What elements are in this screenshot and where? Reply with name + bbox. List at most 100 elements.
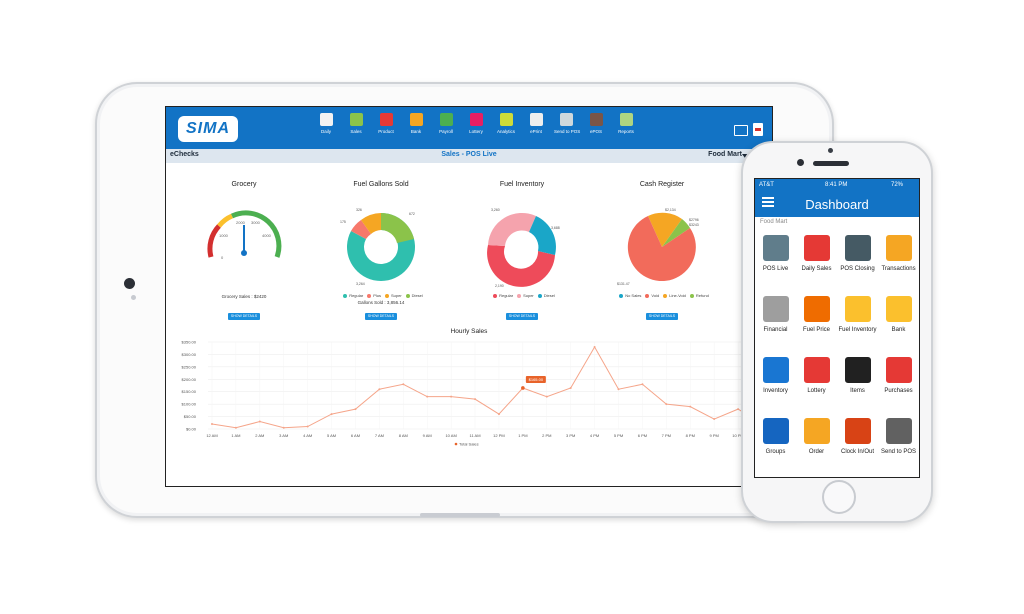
data-point[interactable] [569,386,572,389]
pie-slice-void[interactable] [627,216,696,282]
gauge-tick: 4000 [262,233,272,238]
nav-label: Product [378,129,394,134]
tile-pos-live[interactable]: POS Live [755,229,796,284]
data-point[interactable] [689,405,692,408]
tile-transactions[interactable]: Transactions [878,229,919,284]
legend-label[interactable]: Super [523,293,534,298]
show-details-button[interactable]: SHOW DETAILS [646,313,678,320]
status-bar: AT&T 8:41 PM 72% [755,179,919,191]
data-point[interactable] [737,408,740,411]
card-title: Grocery [231,181,257,188]
data-point[interactable] [306,425,309,428]
legend-label[interactable]: Line-Void [669,293,686,298]
show-details-button[interactable]: SHOW DETAILS [365,313,397,320]
legend-label[interactable]: Void [651,293,660,298]
data-point[interactable] [450,395,453,398]
legend-label[interactable]: Total Sales [459,442,479,447]
tile-inventory[interactable]: Inventory [755,351,796,406]
donut-slice-diesel[interactable] [529,216,556,255]
nav-item-analytics[interactable]: Analytics [494,113,518,134]
tile-label: Items [850,388,865,394]
tile-label: POS Closing [840,266,875,272]
tile-lottery[interactable]: Lottery [796,351,837,406]
donut-slice-plus[interactable] [351,220,371,239]
tile-label: Clock In/Out [840,449,874,455]
data-point[interactable] [593,345,596,348]
nav-item-reports[interactable]: Reports [614,113,638,134]
data-point[interactable] [354,408,357,411]
legend-label[interactable]: No Sales [625,293,642,298]
tile-label: Purchases [884,388,913,394]
home-button[interactable] [822,480,856,514]
tablet-camera [124,278,135,289]
pie-slice-line-void[interactable] [648,212,682,247]
mail-icon[interactable] [734,125,748,136]
data-point[interactable] [282,426,285,429]
data-point[interactable] [617,388,620,391]
donut-slice-super[interactable] [488,212,536,246]
pie-slice-refund[interactable] [662,219,690,247]
tile-label: Financial [763,327,788,333]
legend-swatch [454,442,458,446]
tile-order[interactable]: Order [796,412,837,467]
donut-label: 3,260 [491,208,500,212]
tile-financial[interactable]: Financial [755,290,796,345]
legend-label[interactable]: Regular [499,293,514,298]
data-point[interactable] [713,418,716,421]
nav-item-bank[interactable]: Bank [404,113,428,134]
donut-slice-super[interactable] [361,213,381,234]
tile-groups[interactable]: Groups [755,412,796,467]
legend-label[interactable]: Plus [373,293,381,298]
tile-daily-sales[interactable]: Daily Sales [796,229,837,284]
data-point[interactable] [234,426,237,429]
donut-slice-regular[interactable] [487,245,555,287]
nav-item-eprint[interactable]: ePrint [524,113,548,134]
data-point[interactable] [426,395,429,398]
data-point[interactable] [211,423,213,426]
gauge-tick: 0 [221,255,224,260]
hourly-sales-chart: $0.00 $50.00 $100.00 $150.00 $200.00 $250.00 $… [182,340,768,447]
pie-label: $131.47 [617,282,630,286]
tile-bank[interactable]: Bank [878,290,919,345]
echecks-link[interactable]: eChecks [170,151,199,158]
nav-item-sales[interactable]: Sales [344,113,368,134]
legend-label[interactable]: Diesel [543,293,555,298]
legend-label[interactable]: Diesel [411,293,423,298]
data-point[interactable] [497,413,500,416]
x-tick-label: 12 AM [206,433,217,438]
data-point[interactable] [521,386,525,390]
nav-item-send-to-pos[interactable]: Send to POS [554,113,580,134]
tile-fuel-price[interactable]: Fuel Price [796,290,837,345]
legend-label[interactable]: Super [390,293,402,298]
tile-send-to-pos[interactable]: Send to POS [878,412,919,467]
menu-icon[interactable] [762,201,774,203]
data-point[interactable] [378,388,381,391]
data-point[interactable] [641,383,644,386]
phone-header: Dashboard [755,191,919,217]
store-selector[interactable]: Food Mart [708,151,742,158]
show-details-button[interactable]: SHOW DETAILS [506,313,538,320]
legend-label[interactable]: Regular [349,293,364,298]
legend-label[interactable]: Refund [695,293,709,298]
sima-logo[interactable]: SIMA [178,116,238,142]
tile-clock-in-out[interactable]: Clock In/Out [837,412,878,467]
show-details-button[interactable]: SHOW DETAILS [228,313,260,320]
data-point[interactable] [545,395,548,398]
nav-item-product[interactable]: Product [374,113,398,134]
data-point[interactable] [665,403,668,406]
data-point[interactable] [402,383,405,386]
tile-pos-closing[interactable]: POS Closing [837,229,878,284]
data-point[interactable] [474,398,477,401]
nav-item-epos[interactable]: ePOS [584,113,608,134]
tile-purchases[interactable]: Purchases [878,351,919,406]
data-point[interactable] [330,413,333,416]
nav-item-daily[interactable]: Daily [314,113,338,134]
nav-label: ePrint [530,129,542,134]
donut-slice-diesel[interactable] [381,213,414,243]
nav-item-lottery[interactable]: Lottery [464,113,488,134]
data-point[interactable] [258,420,261,423]
tile-items[interactable]: Items [837,351,878,406]
tile-fuel-inventory[interactable]: Fuel Inventory [837,290,878,345]
pdf-icon[interactable] [753,123,763,136]
nav-item-payroll[interactable]: Payroll [434,113,458,134]
